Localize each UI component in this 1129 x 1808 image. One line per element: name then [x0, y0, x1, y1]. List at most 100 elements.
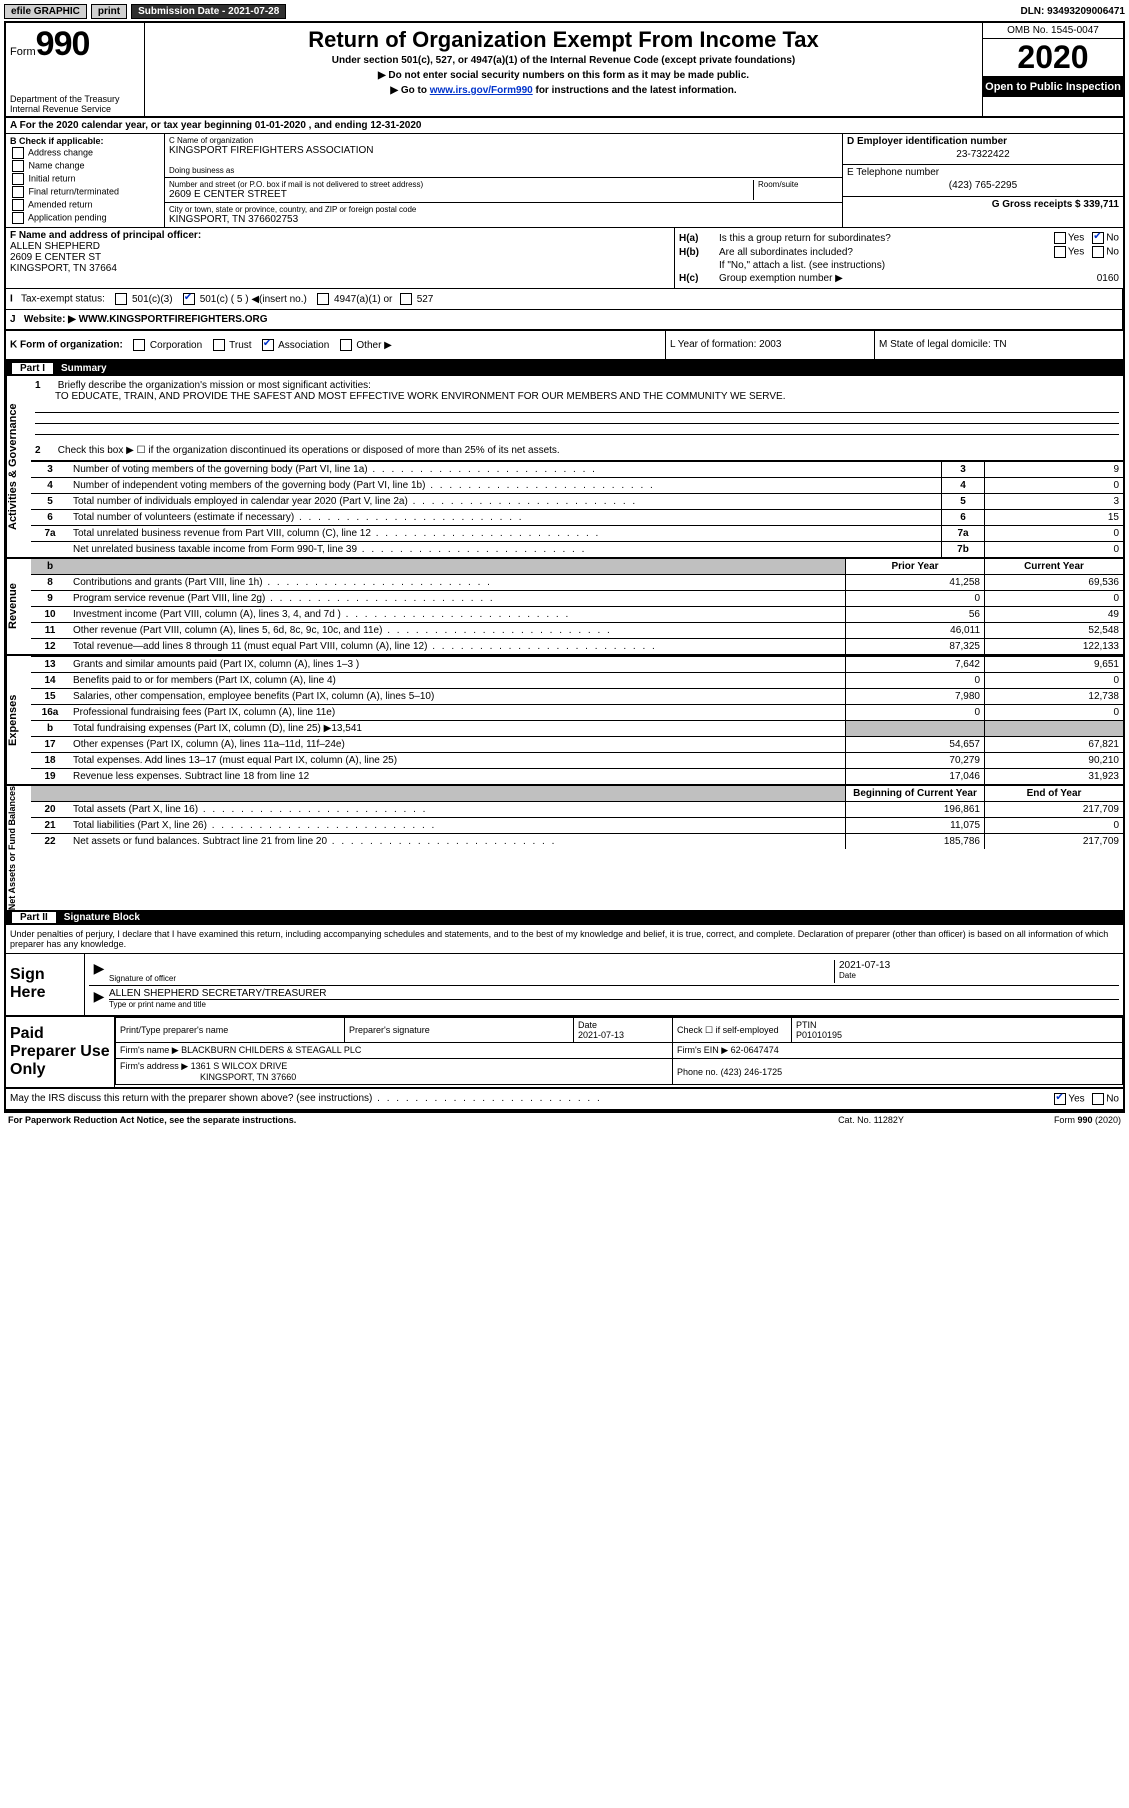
prep-phone-label: Phone no. [677, 1067, 718, 1077]
label-j: J [10, 314, 16, 325]
discuss-yes-cb[interactable]: Yes [1052, 1093, 1084, 1105]
table-row: 18Total expenses. Add lines 13–17 (must … [31, 753, 1123, 769]
ptin-label: PTIN [796, 1020, 817, 1030]
discuss-row: May the IRS discuss this return with the… [6, 1089, 1123, 1111]
begin-year-header: Beginning of Current Year [846, 786, 985, 802]
blank-cell: b [31, 559, 69, 575]
label-i: I [10, 294, 13, 305]
prep-date-label: Date [578, 1020, 597, 1030]
footer-left: For Paperwork Reduction Act Notice, see … [8, 1115, 771, 1125]
irs-link[interactable]: www.irs.gov/Form990 [430, 85, 533, 96]
cb-name-change[interactable]: Name change [10, 160, 160, 172]
sign-here-label: Sign Here [6, 954, 85, 1015]
cb-assoc[interactable]: Association [260, 340, 329, 351]
form-title: Return of Organization Exempt From Incom… [149, 27, 978, 53]
website-url: WWW.KINGSPORTFIREFIGHTERS.ORG [79, 314, 268, 325]
hb-yes-cb[interactable]: Yes [1052, 246, 1084, 258]
section-b-through-g: B Check if applicable: Address change Na… [6, 134, 1123, 228]
org-street: 2609 E CENTER STREET [169, 189, 753, 200]
part2-header: Part II Signature Block [6, 910, 1123, 925]
hb-note: If "No," attach a list. (see instruction… [719, 260, 885, 271]
table-row: 20Total assets (Part X, line 16)196,8612… [31, 802, 1123, 818]
officer-addr1: 2609 E CENTER ST [10, 252, 670, 263]
prep-phone: (423) 246-1725 [721, 1067, 783, 1077]
activities-section: Activities & Governance 1 Briefly descri… [6, 376, 1123, 557]
officer-addr2: KINGSPORT, TN 37664 [10, 263, 670, 274]
netassets-table: Beginning of Current Year End of Year 20… [31, 786, 1123, 849]
table-row: 16aProfessional fundraising fees (Part I… [31, 705, 1123, 721]
table-row: 15Salaries, other compensation, employee… [31, 689, 1123, 705]
cb-initial-return[interactable]: Initial return [10, 173, 160, 185]
inspection-badge: Open to Public Inspection [983, 77, 1123, 97]
form-subtitle: Under section 501(c), 527, or 4947(a)(1)… [149, 55, 978, 66]
print-button[interactable]: print [91, 4, 127, 19]
cb-527[interactable]: 527 [398, 294, 433, 305]
cb-final-return[interactable]: Final return/terminated [10, 186, 160, 198]
table-row: Net unrelated business taxable income fr… [31, 542, 1123, 558]
cb-application-pending[interactable]: Application pending [10, 212, 160, 224]
table-row: bTotal fundraising expenses (Part IX, co… [31, 721, 1123, 737]
table-row: 6Total number of volunteers (estimate if… [31, 510, 1123, 526]
cb-4947[interactable]: 4947(a)(1) or [315, 294, 392, 305]
line1-num: 1 [35, 380, 55, 391]
tax-year: 2020 [983, 39, 1123, 77]
col-b-checkboxes: B Check if applicable: Address change Na… [6, 134, 165, 227]
part1-num: Part I [12, 363, 53, 374]
prep-check-label: Check ☐ if self-employed [677, 1025, 779, 1035]
gross-receipts: G Gross receipts $ 339,711 [992, 199, 1119, 210]
expenses-table: 13Grants and similar amounts paid (Part … [31, 656, 1123, 784]
cb-corp[interactable]: Corporation [131, 340, 202, 351]
top-toolbar: efile GRAPHIC print Submission Date - 20… [4, 4, 1125, 19]
discuss-no-cb[interactable]: No [1090, 1093, 1119, 1105]
dept-label: Department of the Treasury Internal Reve… [10, 94, 140, 114]
form-header: Form990 Department of the Treasury Inter… [6, 23, 1123, 118]
hb-no-cb[interactable]: No [1090, 246, 1119, 258]
prior-year-header: Prior Year [846, 559, 985, 575]
sign-block: Sign Here ▶ Signature of officer 2021-07… [6, 954, 1123, 1017]
cb-501c3[interactable]: 501(c)(3) [113, 294, 172, 305]
table-row: 11Other revenue (Part VIII, column (A), … [31, 623, 1123, 639]
cb-other[interactable]: Other ▶ [338, 340, 392, 351]
label-k: K Form of organization: [10, 340, 123, 351]
revenue-table: b Prior Year Current Year 8Contributions… [31, 559, 1123, 654]
table-row: 22Net assets or fund balances. Subtract … [31, 834, 1123, 850]
cb-trust[interactable]: Trust [211, 340, 252, 351]
hc-text: Group exemption number ▶ [719, 273, 1097, 284]
table-row: 3Number of voting members of the governi… [31, 462, 1123, 478]
officer-name-title: ALLEN SHEPHERD SECRETARY/TREASURER [109, 988, 1119, 999]
ein-value: 23-7322422 [847, 149, 1119, 160]
table-row: 5Total number of individuals employed in… [31, 494, 1123, 510]
arrow-icon: ▶ [89, 988, 109, 1009]
col-b-header: B Check if applicable: [10, 136, 160, 146]
discuss-text: May the IRS discuss this return with the… [10, 1093, 1052, 1105]
tax-exempt-row: I Tax-exempt status: 501(c)(3) 501(c) ( … [6, 289, 1123, 310]
org-name: KINGSPORT FIREFIGHTERS ASSOCIATION [169, 145, 838, 156]
table-row: 12Total revenue—add lines 8 through 11 (… [31, 639, 1123, 655]
principal-officer-label: F Name and address of principal officer: [10, 230, 670, 241]
ha-label: H(a) [679, 233, 719, 244]
summary-table-boxed: 3Number of voting members of the governi… [31, 461, 1123, 557]
goto-instructions: ▶ Go to www.irs.gov/Form990 for instruct… [149, 85, 978, 96]
submission-date-badge: Submission Date - 2021-07-28 [131, 4, 286, 19]
sig-label: Signature of officer [109, 974, 834, 983]
cb-address-change[interactable]: Address change [10, 147, 160, 159]
section-f-h: F Name and address of principal officer:… [6, 228, 1123, 289]
officer-name: ALLEN SHEPHERD [10, 241, 670, 252]
cb-amended-return[interactable]: Amended return [10, 199, 160, 211]
cb-501c[interactable]: 501(c) ( 5 ) ◀(insert no.) [181, 294, 307, 305]
preparer-label: Paid Preparer Use Only [6, 1017, 115, 1087]
hb-label: H(b) [679, 247, 719, 258]
addr-label: Number and street (or P.O. box if mail i… [169, 180, 753, 189]
firm-addr1: 1361 S WILCOX DRIVE [191, 1061, 288, 1071]
part2-num: Part II [12, 912, 56, 923]
ein-label: D Employer identification number [847, 136, 1119, 147]
preparer-block: Paid Preparer Use Only Print/Type prepar… [6, 1017, 1123, 1089]
ssn-warning: ▶ Do not enter social security numbers o… [149, 70, 978, 81]
hc-label: H(c) [679, 273, 719, 284]
efile-button[interactable]: efile GRAPHIC [4, 4, 87, 19]
date-label: Date [839, 971, 1119, 980]
ha-no-cb[interactable]: No [1090, 232, 1119, 244]
org-city: KINGSPORT, TN 376602753 [169, 214, 838, 225]
city-label: City or town, state or province, country… [169, 205, 838, 214]
ha-yes-cb[interactable]: Yes [1052, 232, 1084, 244]
